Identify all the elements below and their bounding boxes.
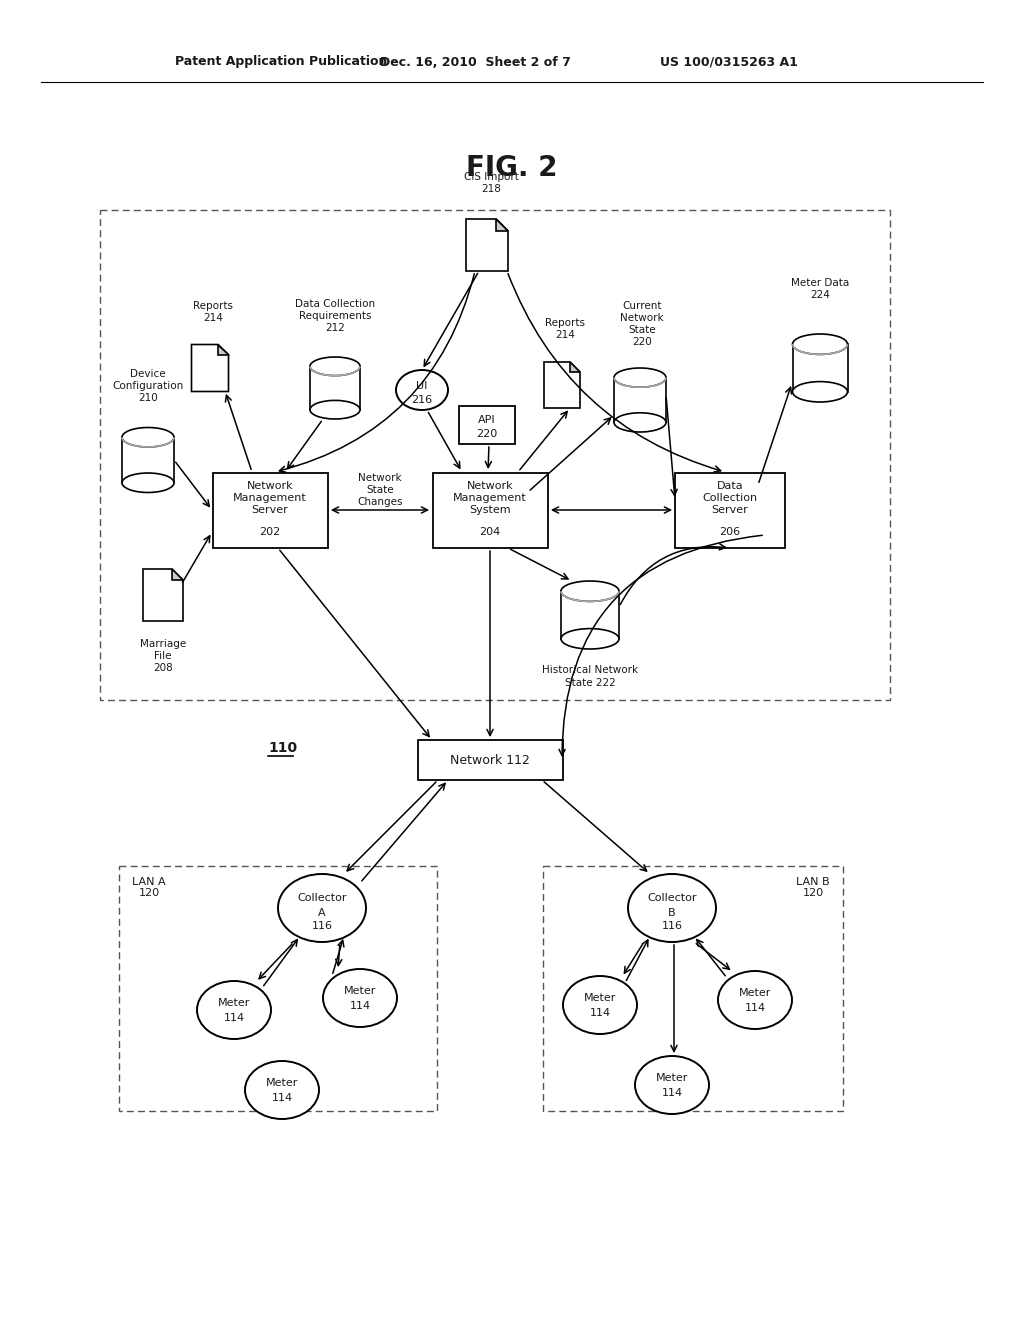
Polygon shape (466, 219, 508, 271)
Ellipse shape (245, 1061, 319, 1119)
Polygon shape (218, 345, 228, 355)
Text: Patent Application Publication: Patent Application Publication (175, 55, 387, 69)
Text: 210: 210 (138, 393, 158, 403)
Text: 206: 206 (720, 527, 740, 537)
Text: Current
Network
State: Current Network State (621, 301, 664, 334)
Ellipse shape (197, 981, 271, 1039)
Text: UI: UI (417, 381, 428, 391)
Bar (614, 378, 666, 422)
Text: LAN A
120: LAN A 120 (132, 876, 166, 899)
Text: Meter: Meter (655, 1073, 688, 1082)
Bar (122, 437, 174, 483)
Text: LAN B
120: LAN B 120 (797, 876, 829, 899)
Text: 204: 204 (479, 527, 501, 537)
Text: Meter Data: Meter Data (791, 279, 849, 288)
Text: Meter: Meter (738, 987, 771, 998)
Polygon shape (191, 345, 228, 392)
Text: 218: 218 (481, 183, 501, 194)
Text: Network 112: Network 112 (451, 754, 530, 767)
Text: 114: 114 (223, 1012, 245, 1023)
Text: Network
Management
System: Network Management System (454, 482, 527, 515)
Text: State 222: State 222 (564, 678, 615, 688)
Text: CIS Import: CIS Import (464, 172, 518, 182)
Polygon shape (544, 362, 580, 408)
Polygon shape (143, 569, 183, 620)
Text: Collector: Collector (297, 894, 347, 903)
Text: 114: 114 (744, 1003, 766, 1012)
Text: 220: 220 (632, 337, 652, 347)
Text: 214: 214 (203, 313, 223, 323)
Text: Device
Configuration: Device Configuration (113, 370, 183, 391)
Text: 214: 214 (555, 330, 574, 341)
Text: Network
State
Changes: Network State Changes (357, 474, 402, 507)
Ellipse shape (793, 334, 848, 354)
Ellipse shape (323, 969, 397, 1027)
Text: Network
Management
Server: Network Management Server (233, 482, 307, 515)
Ellipse shape (718, 972, 792, 1030)
Ellipse shape (396, 370, 449, 411)
Text: 114: 114 (590, 1008, 610, 1018)
Text: Meter: Meter (584, 993, 616, 1003)
Bar (213, 473, 328, 548)
Bar (675, 473, 785, 548)
Polygon shape (497, 219, 508, 231)
Text: A: A (318, 908, 326, 917)
Bar (100, 210, 890, 700)
Text: 114: 114 (271, 1093, 293, 1104)
Text: Meter: Meter (218, 998, 250, 1008)
Text: 116: 116 (662, 921, 683, 931)
Bar (418, 741, 562, 780)
Text: Historical Network: Historical Network (542, 665, 638, 675)
Ellipse shape (310, 356, 360, 376)
Bar (793, 345, 848, 392)
Ellipse shape (122, 428, 174, 447)
Ellipse shape (635, 1056, 709, 1114)
Polygon shape (172, 569, 183, 581)
Ellipse shape (122, 473, 174, 492)
Text: 110: 110 (268, 741, 297, 755)
Text: Meter: Meter (266, 1078, 298, 1088)
Ellipse shape (561, 581, 618, 602)
Ellipse shape (563, 975, 637, 1034)
Text: 202: 202 (259, 527, 281, 537)
Ellipse shape (561, 628, 618, 649)
Text: B: B (669, 908, 676, 917)
Text: 208: 208 (154, 663, 173, 673)
Polygon shape (570, 362, 580, 372)
Text: 114: 114 (662, 1088, 683, 1098)
Ellipse shape (310, 400, 360, 418)
Text: 216: 216 (412, 395, 432, 405)
Text: Dec. 16, 2010  Sheet 2 of 7: Dec. 16, 2010 Sheet 2 of 7 (380, 55, 570, 69)
Ellipse shape (793, 381, 848, 403)
Text: 212: 212 (325, 323, 345, 333)
Text: 220: 220 (476, 429, 498, 440)
Bar (119, 866, 437, 1110)
Text: 114: 114 (349, 1001, 371, 1011)
Text: Marriage
File: Marriage File (140, 639, 186, 661)
Ellipse shape (628, 874, 716, 942)
Text: FIG. 2: FIG. 2 (466, 154, 558, 182)
Text: Data
Collection
Server: Data Collection Server (702, 482, 758, 515)
Text: US 100/0315263 A1: US 100/0315263 A1 (660, 55, 798, 69)
Text: Reports: Reports (193, 301, 233, 312)
Bar (310, 366, 360, 409)
Text: 116: 116 (311, 921, 333, 931)
Text: Meter: Meter (344, 986, 376, 997)
Text: API: API (478, 414, 496, 425)
Text: 224: 224 (810, 290, 829, 300)
Bar (432, 473, 548, 548)
Ellipse shape (278, 874, 366, 942)
Text: Reports: Reports (545, 318, 585, 327)
Text: Collector: Collector (647, 894, 696, 903)
Ellipse shape (614, 368, 666, 387)
Ellipse shape (614, 413, 666, 432)
Text: Data Collection
Requirements: Data Collection Requirements (295, 300, 375, 321)
Bar (543, 866, 843, 1110)
Bar (561, 591, 618, 639)
Bar (459, 407, 515, 444)
